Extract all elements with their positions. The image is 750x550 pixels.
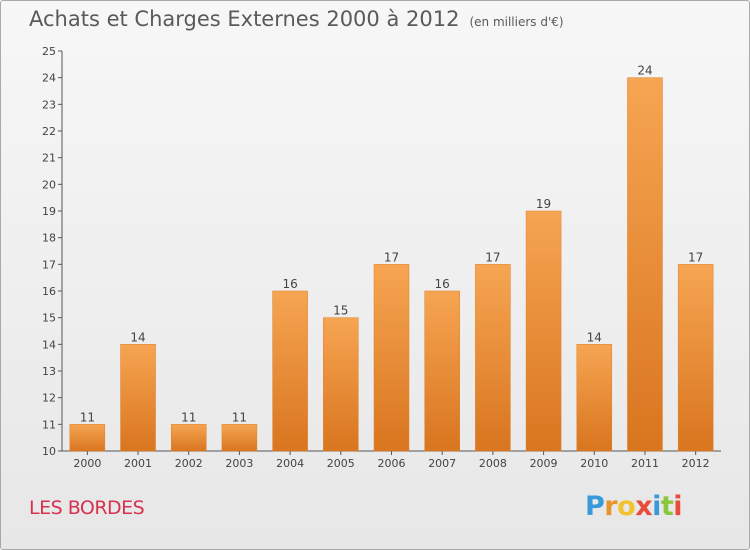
logo-letter: i [652, 491, 661, 522]
y-tick-label: 17 [42, 258, 56, 271]
y-axis: 10 11 12 13 14 15 16 17 18 19 20 21 22 23 24 25 [42, 45, 63, 458]
chart-title: Achats et Charges Externes 2000 à 2012 (e… [29, 7, 564, 31]
bar [424, 290, 460, 452]
bar-value-label: 14 [130, 330, 145, 344]
logo-letter: t [660, 491, 674, 522]
y-tick-label: 22 [42, 125, 56, 138]
bar-value-label: 24 [637, 64, 652, 78]
bar [323, 317, 359, 452]
logo-letter: x [635, 491, 653, 522]
bar-value-label: 19 [536, 197, 551, 211]
bar-value-label: 15 [333, 304, 348, 318]
y-tick-label: 25 [42, 45, 56, 58]
y-tick-label: 12 [42, 392, 56, 405]
bar-value-label: 11 [181, 410, 196, 424]
bar-value-label: 11 [232, 410, 247, 424]
proxiti-logo: Proxiti [585, 491, 683, 522]
bar [373, 264, 410, 452]
x-tick-label: 2007 [428, 457, 456, 470]
x-tick-label: 2009 [530, 457, 558, 470]
x-tick-label: 2004 [276, 457, 304, 470]
x-tick-label: 2006 [378, 457, 406, 470]
y-tick-label: 23 [42, 98, 56, 111]
logo-letter: r [604, 491, 618, 522]
title-text: Achats et Charges Externes 2000 à 2012 [29, 7, 460, 31]
x-tick-label: 2008 [479, 457, 507, 470]
y-tick-label: 10 [42, 445, 56, 458]
bar-value-label: 17 [485, 250, 500, 264]
bar-value-label: 17 [688, 250, 703, 264]
y-tick-label: 21 [42, 152, 56, 165]
x-tick-label: 2010 [580, 457, 608, 470]
bar-value-label: 16 [435, 277, 450, 291]
x-tick-label: 2003 [225, 457, 253, 470]
bar [221, 424, 258, 452]
bar [272, 290, 308, 452]
y-tick-label: 24 [42, 72, 56, 85]
y-tick-label: 15 [42, 312, 56, 325]
y-tick-label: 13 [42, 365, 56, 378]
bar [120, 344, 156, 452]
bars: 11 14 11 11 16 15 17 16 17 19 14 24 17 [69, 64, 714, 452]
bar [576, 344, 613, 452]
bar [677, 264, 714, 452]
bar [525, 210, 562, 452]
bar-value-label: 16 [282, 277, 297, 291]
title-unit: (en milliers d'€) [469, 15, 564, 29]
bar [475, 264, 511, 452]
x-tick-label: 2000 [73, 457, 101, 470]
y-tick-label: 20 [42, 178, 56, 191]
x-axis: 2000 2001 2002 2003 2004 2005 2006 2007 2008 2009… [62, 450, 721, 470]
x-tick-label: 2001 [124, 457, 152, 470]
bar [627, 77, 663, 452]
x-tick-label: 2002 [175, 457, 203, 470]
bar-value-label: 11 [80, 410, 95, 424]
x-tick-label: 2012 [682, 457, 710, 470]
y-tick-label: 14 [42, 338, 56, 351]
x-tick-label: 2005 [327, 457, 355, 470]
y-tick-label: 11 [42, 418, 56, 431]
x-tick-label: 2011 [631, 457, 659, 470]
logo-letter: i [673, 491, 683, 522]
logo-letter: o [617, 491, 636, 522]
bar [69, 424, 106, 452]
y-tick-label: 19 [42, 205, 56, 218]
y-tick-label: 16 [42, 285, 56, 298]
bar [170, 424, 207, 452]
bar-value-label: 17 [384, 250, 399, 264]
place-name: LES BORDES [29, 497, 145, 519]
bar-value-label: 14 [587, 330, 602, 344]
y-tick-label: 18 [42, 232, 56, 245]
logo-letter: P [585, 491, 605, 522]
